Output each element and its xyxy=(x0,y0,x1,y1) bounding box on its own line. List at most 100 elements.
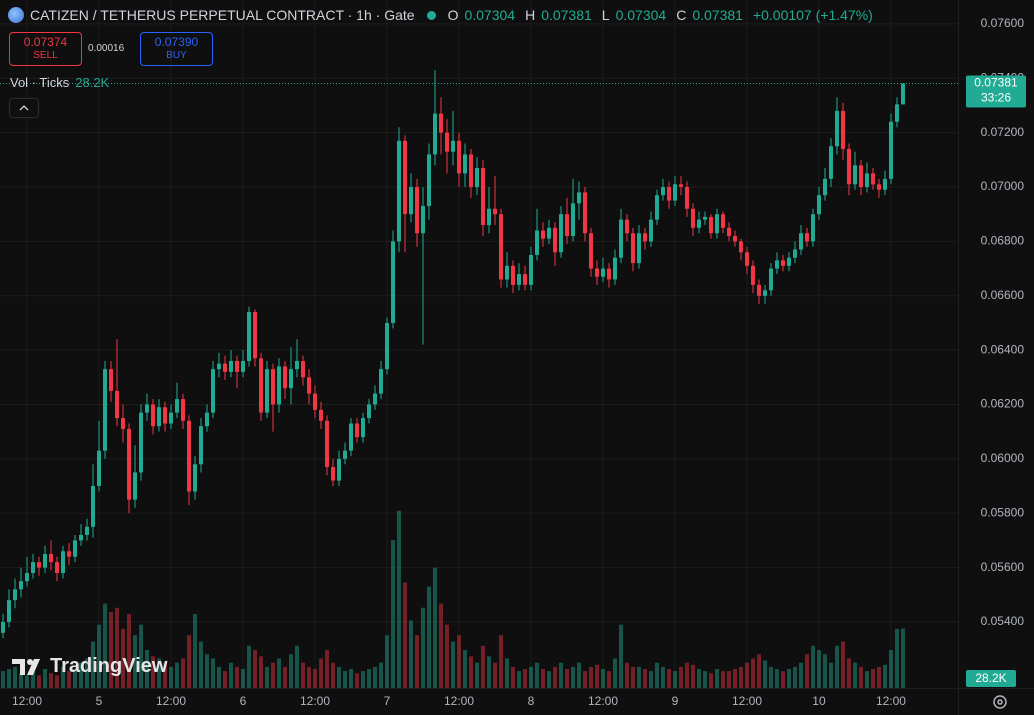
volume-bar xyxy=(600,669,605,688)
candle-body xyxy=(282,366,287,389)
volume-bar xyxy=(540,669,545,688)
candle-body xyxy=(750,265,755,285)
candle-body xyxy=(522,274,527,285)
volume-bar xyxy=(612,658,617,688)
volume-bar xyxy=(762,660,767,688)
sell-button[interactable]: 0.07374 SELL xyxy=(9,32,82,66)
collapse-button[interactable] xyxy=(9,98,39,118)
candle-body xyxy=(438,113,443,133)
candle-body xyxy=(576,192,581,204)
volume-bar xyxy=(804,654,809,688)
x-tick-label: 10 xyxy=(812,694,826,708)
volume-bar xyxy=(492,662,497,688)
volume-bar xyxy=(156,658,161,688)
candle-body xyxy=(768,268,773,291)
sell-price[interactable]: 0.07374 xyxy=(23,35,68,49)
x-tick-label: 9 xyxy=(672,694,679,708)
candle-body xyxy=(450,140,455,152)
volume-bar xyxy=(636,666,641,688)
candle-body xyxy=(540,230,545,239)
collapse-icon[interactable] xyxy=(10,99,38,117)
sell-label[interactable]: SELL xyxy=(33,50,58,61)
ohlc-value: 0.07304 xyxy=(464,7,516,23)
candle-body xyxy=(570,203,575,236)
candle-body xyxy=(186,420,191,492)
volume-bar xyxy=(474,662,479,688)
candle-body xyxy=(780,260,785,266)
candle-body xyxy=(516,274,521,285)
candle-body xyxy=(630,233,635,264)
candle-body xyxy=(474,167,479,188)
ohlc-value: 0.07304 xyxy=(615,7,667,23)
volume-bar xyxy=(288,654,293,688)
settings-icon-center[interactable] xyxy=(997,699,1003,705)
candle-body xyxy=(498,214,503,280)
candle-body xyxy=(852,165,857,185)
volume-bar xyxy=(126,614,131,688)
candle-body xyxy=(384,322,389,370)
candle-body xyxy=(354,423,359,438)
volume-bar xyxy=(96,624,101,688)
volume-bar xyxy=(234,666,239,688)
candle-body xyxy=(420,206,425,234)
candle-body xyxy=(330,467,335,481)
volume-bar xyxy=(654,662,659,688)
candle-body xyxy=(432,113,437,155)
volume-bar xyxy=(660,666,665,688)
chevron[interactable] xyxy=(19,105,29,111)
candle-body xyxy=(870,173,875,185)
candle-body xyxy=(342,450,347,459)
buy-label[interactable]: BUY xyxy=(166,50,187,61)
watermark-text: TradingView xyxy=(50,655,168,677)
x-tick-label: 12:00 xyxy=(300,694,330,708)
y-tick-label: 0.05800 xyxy=(981,505,1025,519)
volume-bar xyxy=(498,635,503,688)
candle-body xyxy=(300,360,305,378)
volume-bar xyxy=(72,669,77,688)
volume-bar xyxy=(414,635,419,688)
last-price-box xyxy=(966,75,1026,108)
candle-body xyxy=(156,407,161,427)
candle-body xyxy=(90,486,95,527)
candle-body xyxy=(108,369,113,391)
candle-body xyxy=(72,540,77,557)
x-tick-label: 8 xyxy=(528,694,535,708)
candle-body xyxy=(84,526,89,535)
volume-bar xyxy=(432,567,437,688)
candle-body xyxy=(294,360,299,370)
candle-body xyxy=(756,284,761,296)
candle-body xyxy=(168,412,173,424)
volume-bar xyxy=(696,669,701,688)
candle-body xyxy=(774,260,779,269)
buy-price[interactable]: 0.07390 xyxy=(154,35,199,49)
volume-bar xyxy=(228,662,233,688)
candle-body xyxy=(414,187,419,234)
candle-body xyxy=(624,219,629,234)
ohlc-value: 0.07381 xyxy=(692,7,743,23)
volume-bar xyxy=(720,671,725,688)
volume-bar xyxy=(456,635,461,688)
volume-bar xyxy=(606,671,611,688)
volume-bar xyxy=(54,675,59,688)
y-tick-label: 0.07600 xyxy=(981,16,1025,30)
candle-body xyxy=(390,241,395,323)
volume-bar xyxy=(462,650,467,688)
candle-body xyxy=(306,377,311,394)
volume-bar xyxy=(546,671,551,688)
settings-icon[interactable] xyxy=(993,695,1007,709)
buy-button[interactable]: 0.07390 BUY xyxy=(140,32,213,66)
volume-bar xyxy=(372,666,377,688)
volume-bar xyxy=(114,607,119,688)
volume-bar xyxy=(30,671,35,688)
volume-bar xyxy=(786,669,791,688)
volume-bar xyxy=(564,669,569,688)
volume-bar xyxy=(510,666,515,688)
candle-body xyxy=(486,208,491,226)
volume-bar xyxy=(504,658,509,688)
candle-body xyxy=(312,393,317,410)
candle-body xyxy=(864,173,869,188)
x-tick-label: 5 xyxy=(96,694,103,708)
volume-bar xyxy=(42,669,47,688)
settings-button[interactable] xyxy=(993,695,1007,709)
volume-bar xyxy=(258,656,263,688)
